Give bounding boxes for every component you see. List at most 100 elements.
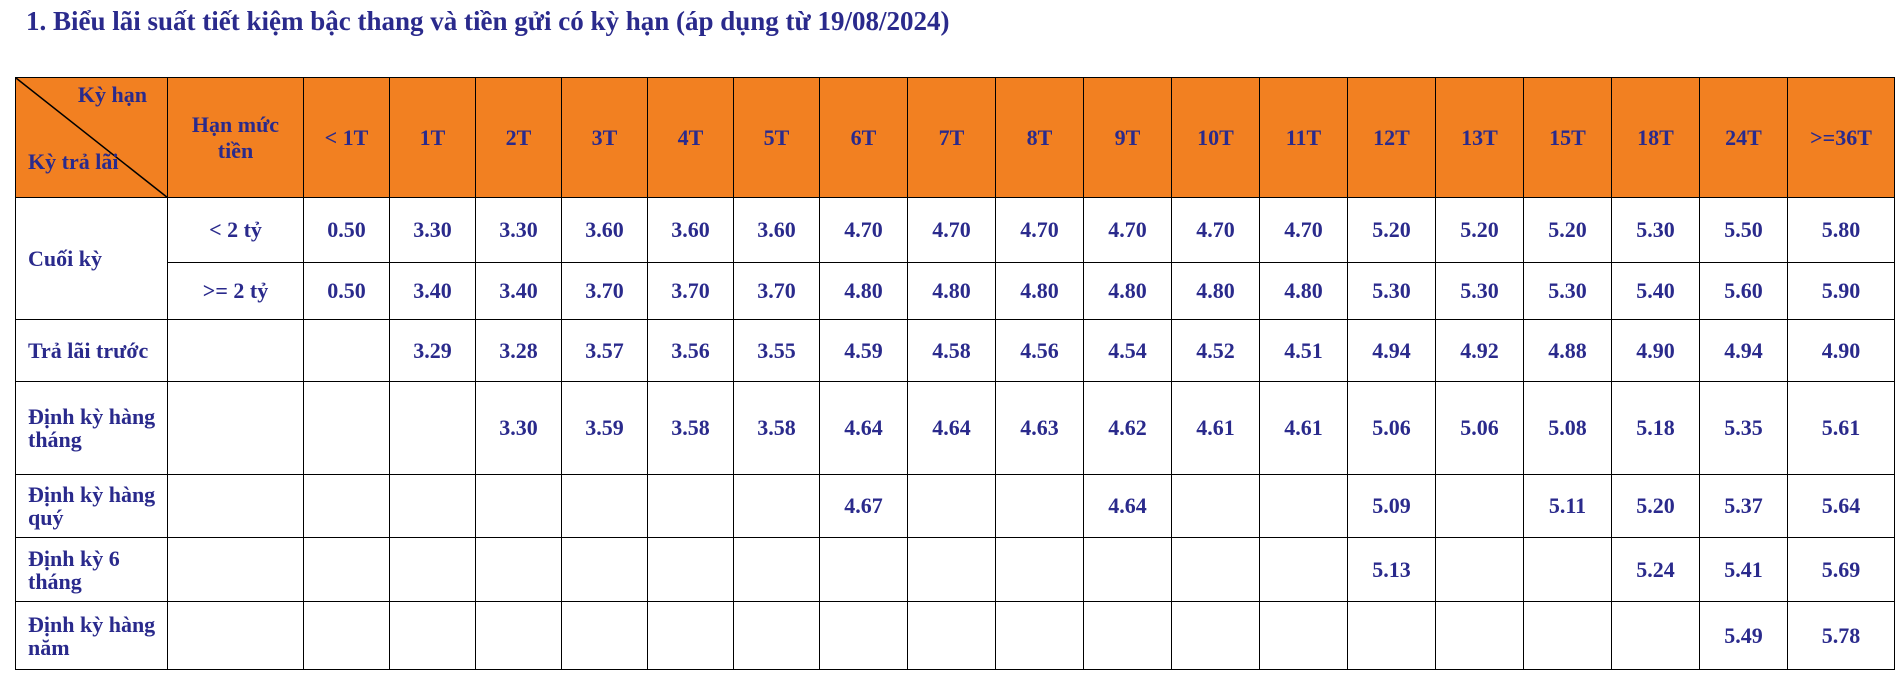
rate-cell: 4.54	[1083, 319, 1172, 382]
rate-cell: 5.30	[1435, 262, 1524, 320]
empty-cell	[733, 474, 820, 538]
rate-cell: 4.90	[1787, 319, 1895, 382]
empty-cell	[1435, 601, 1524, 670]
rate-cell: 4.64	[819, 381, 908, 475]
rate-cell: 5.20	[1435, 197, 1524, 263]
table-row: Trả lãi trước 3.29 3.28 3.57 3.56 3.55 4.59 4.5…	[15, 319, 1895, 382]
empty-cell	[733, 537, 820, 602]
empty-cell	[733, 601, 820, 670]
empty-cell	[1435, 474, 1524, 538]
empty-cell	[389, 537, 476, 602]
rate-cell: 5.24	[1611, 537, 1700, 602]
row-label: Cuối kỳ	[15, 197, 168, 320]
rate-cell: 3.58	[647, 381, 734, 475]
empty-cell	[303, 537, 390, 602]
table-row: Định kỳ hàng quý 4.67 4.64 5.09 5.11 5.20 5.37…	[15, 474, 1895, 538]
rate-cell: 5.11	[1523, 474, 1612, 538]
empty-cell	[303, 601, 390, 670]
limit-cell	[167, 381, 304, 475]
rate-cell: 3.70	[733, 262, 820, 320]
empty-cell	[819, 601, 908, 670]
rate-cell: 3.40	[389, 262, 476, 320]
empty-cell	[995, 601, 1084, 670]
rate-cell: 4.70	[995, 197, 1084, 263]
empty-cell	[819, 537, 908, 602]
empty-cell	[561, 537, 648, 602]
limit-header: Hạn mức tiền	[167, 77, 304, 198]
rate-cell: 5.35	[1699, 381, 1788, 475]
rate-cell: 3.70	[561, 262, 648, 320]
rate-cell: 4.80	[819, 262, 908, 320]
rate-cell: 3.29	[389, 319, 476, 382]
rate-cell: 5.06	[1347, 381, 1436, 475]
rate-cell: 3.60	[561, 197, 648, 263]
empty-cell	[907, 601, 996, 670]
empty-cell	[995, 474, 1084, 538]
rate-cell: 3.28	[475, 319, 562, 382]
rate-cell: 4.90	[1611, 319, 1700, 382]
header-row: Kỳ hạn Kỳ trả lãi Hạn mức tiền < 1T 1T 2T 3…	[15, 77, 1895, 198]
empty-cell	[475, 537, 562, 602]
rate-cell: 3.55	[733, 319, 820, 382]
term-header: 5T	[733, 77, 820, 198]
rate-cell: 5.20	[1523, 197, 1612, 263]
rate-cell: 4.80	[907, 262, 996, 320]
rate-cell: 5.78	[1787, 601, 1895, 670]
empty-cell	[1083, 601, 1172, 670]
row-label: Định kỳ hàng năm	[15, 601, 168, 670]
empty-cell	[475, 474, 562, 538]
rate-cell: 5.20	[1611, 474, 1700, 538]
rate-cell: 4.88	[1523, 319, 1612, 382]
rate-cell: 5.41	[1699, 537, 1788, 602]
rate-cell: 4.70	[819, 197, 908, 263]
term-header: 24T	[1699, 77, 1788, 198]
rate-cell: 4.63	[995, 381, 1084, 475]
term-header: >=36T	[1787, 77, 1895, 198]
empty-cell	[1171, 601, 1260, 670]
empty-cell	[303, 474, 390, 538]
term-header: 9T	[1083, 77, 1172, 198]
rate-cell: 5.50	[1699, 197, 1788, 263]
rate-cell: 5.30	[1347, 262, 1436, 320]
term-header: 7T	[907, 77, 996, 198]
row-label: Định kỳ hàng quý	[15, 474, 168, 538]
empty-cell	[907, 537, 996, 602]
rate-cell: 4.52	[1171, 319, 1260, 382]
rate-cell: 4.64	[1083, 474, 1172, 538]
rate-cell: 4.94	[1347, 319, 1436, 382]
rate-cell: 5.18	[1611, 381, 1700, 475]
rate-cell: 4.59	[819, 319, 908, 382]
empty-cell	[1523, 601, 1612, 670]
row-label: Trả lãi trước	[15, 319, 168, 382]
table-row: Định kỳ hàng năm 5.49 5.78	[15, 601, 1895, 670]
rate-cell: 5.61	[1787, 381, 1895, 475]
empty-cell	[995, 537, 1084, 602]
rate-cell: 4.92	[1435, 319, 1524, 382]
limit-cell	[167, 474, 304, 538]
rate-cell: 4.61	[1171, 381, 1260, 475]
rate-cell: 5.20	[1347, 197, 1436, 263]
rate-cell: 4.56	[995, 319, 1084, 382]
table-row: >= 2 tỷ 0.50 3.40 3.40 3.70 3.70 3.70 4.80 4.80 4…	[16, 262, 1895, 320]
rate-cell: 3.59	[561, 381, 648, 475]
rate-cell: 4.70	[1259, 197, 1348, 263]
rate-cell: 4.80	[1171, 262, 1260, 320]
rate-cell: 4.61	[1259, 381, 1348, 475]
term-header: 18T	[1611, 77, 1700, 198]
term-header: < 1T	[303, 77, 390, 198]
empty-cell	[389, 381, 476, 475]
empty-cell	[907, 474, 996, 538]
rate-cell: 4.67	[819, 474, 908, 538]
empty-cell	[1171, 537, 1260, 602]
rate-cell: 5.64	[1787, 474, 1895, 538]
empty-cell	[647, 601, 734, 670]
row-label: Định kỳ hàng tháng	[15, 381, 168, 475]
empty-cell	[1347, 601, 1436, 670]
limit-cell	[167, 319, 304, 382]
rate-cell: 5.30	[1611, 197, 1700, 263]
rate-table: Kỳ hạn Kỳ trả lãi Hạn mức tiền < 1T 1T 2T 3…	[15, 77, 1895, 670]
corner-top: Kỳ hạn	[77, 82, 147, 107]
empty-cell	[561, 601, 648, 670]
rate-cell: 5.30	[1523, 262, 1612, 320]
rate-cell: 5.09	[1347, 474, 1436, 538]
